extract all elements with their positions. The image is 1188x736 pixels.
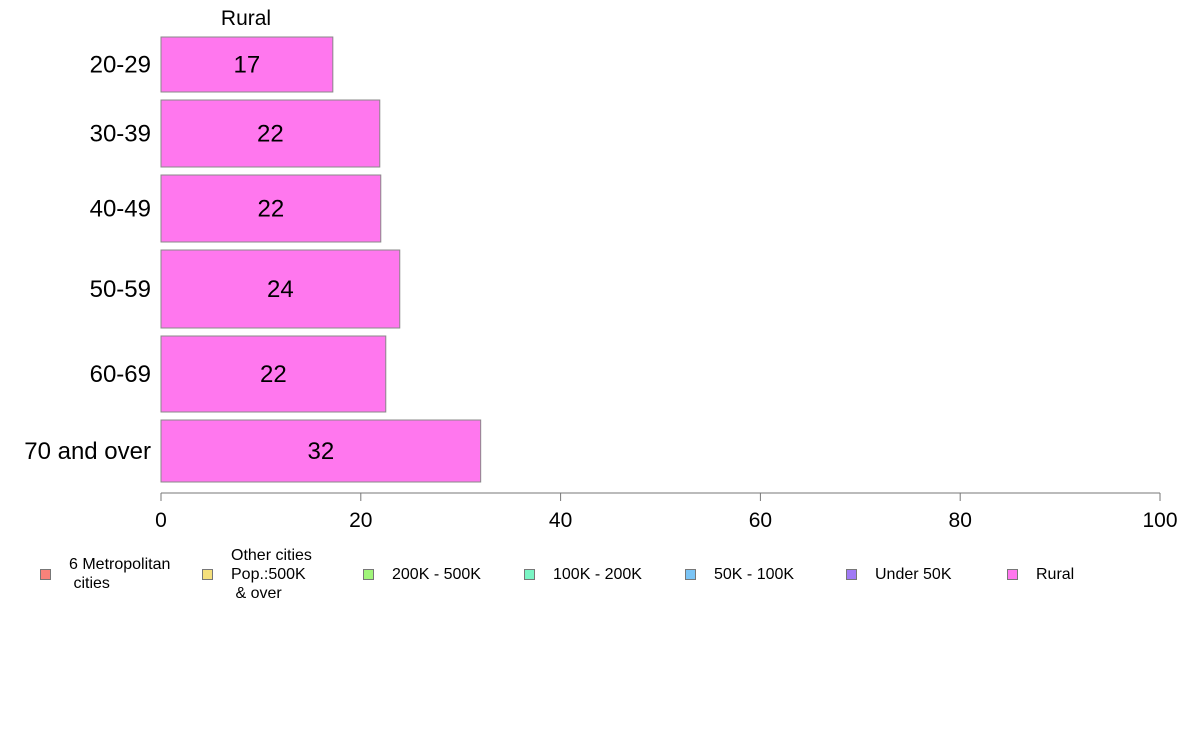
legend-label: 6 Metropolitan cities xyxy=(69,556,171,592)
legend-label: Other cities Pop.:500K & over xyxy=(231,546,312,602)
category-label: 50-59 xyxy=(90,276,151,303)
legend-swatch xyxy=(685,568,696,580)
legend-swatch xyxy=(202,568,213,580)
x-tick-label: 40 xyxy=(549,509,572,532)
legend-swatch xyxy=(846,568,857,580)
legend-item: 100K - 200K xyxy=(524,565,642,584)
bar-50-59 xyxy=(160,249,401,329)
x-tick-label: 100 xyxy=(1142,509,1177,532)
category-label: 60-69 xyxy=(90,361,151,388)
legend-swatch xyxy=(40,568,51,580)
bar-40-49 xyxy=(160,174,382,243)
legend-item: Under 50K xyxy=(846,565,952,584)
x-tick-label: 80 xyxy=(949,509,972,532)
legend-swatch xyxy=(1007,568,1018,580)
legend-item: 50K - 100K xyxy=(685,565,794,584)
legend-label: Rural xyxy=(1036,565,1075,583)
bar-20-29 xyxy=(160,36,334,93)
legend: 6 Metropolitan cities Other cities Pop.:5… xyxy=(0,540,1188,620)
category-label: 20-29 xyxy=(90,52,151,79)
x-tick-label: 20 xyxy=(349,509,372,532)
legend-item: Other cities Pop.:500K & over xyxy=(202,546,312,603)
legend-item: 6 Metropolitan cities xyxy=(40,555,170,593)
x-tick-label: 0 xyxy=(155,509,167,532)
bars-group: 17 22 22 24 22 32 xyxy=(160,36,482,483)
x-axis: 0 20 40 60 80 100 xyxy=(155,492,1178,532)
bar-value-label: 32 xyxy=(307,438,334,465)
category-label: 70 and over xyxy=(24,438,151,465)
category-label: 40-49 xyxy=(90,196,151,223)
legend-swatch xyxy=(363,568,374,580)
legend-label: Under 50K xyxy=(875,565,952,583)
legend-label: 200K - 500K xyxy=(392,565,481,583)
bar-value-label: 24 xyxy=(267,276,294,303)
bar-70-and-over xyxy=(160,419,482,483)
x-tick-label: 60 xyxy=(749,509,772,532)
legend-item: Rural xyxy=(1007,565,1074,584)
y-axis-labels: 20-29 30-39 40-49 50-59 60-69 70 and over xyxy=(24,52,151,466)
legend-label: 100K - 200K xyxy=(553,565,642,583)
bar-60-69 xyxy=(160,335,387,413)
bar-30-39 xyxy=(160,99,381,168)
bar-value-label: 22 xyxy=(258,196,285,223)
category-label: 30-39 xyxy=(90,121,151,148)
legend-label: 50K - 100K xyxy=(714,565,795,583)
legend-item: 200K - 500K xyxy=(363,565,481,584)
chart-title: Rural xyxy=(221,7,271,30)
bar-value-label: 17 xyxy=(234,52,261,79)
bar-value-label: 22 xyxy=(257,121,284,148)
bar-value-label: 22 xyxy=(260,361,287,388)
legend-swatch xyxy=(524,568,535,580)
